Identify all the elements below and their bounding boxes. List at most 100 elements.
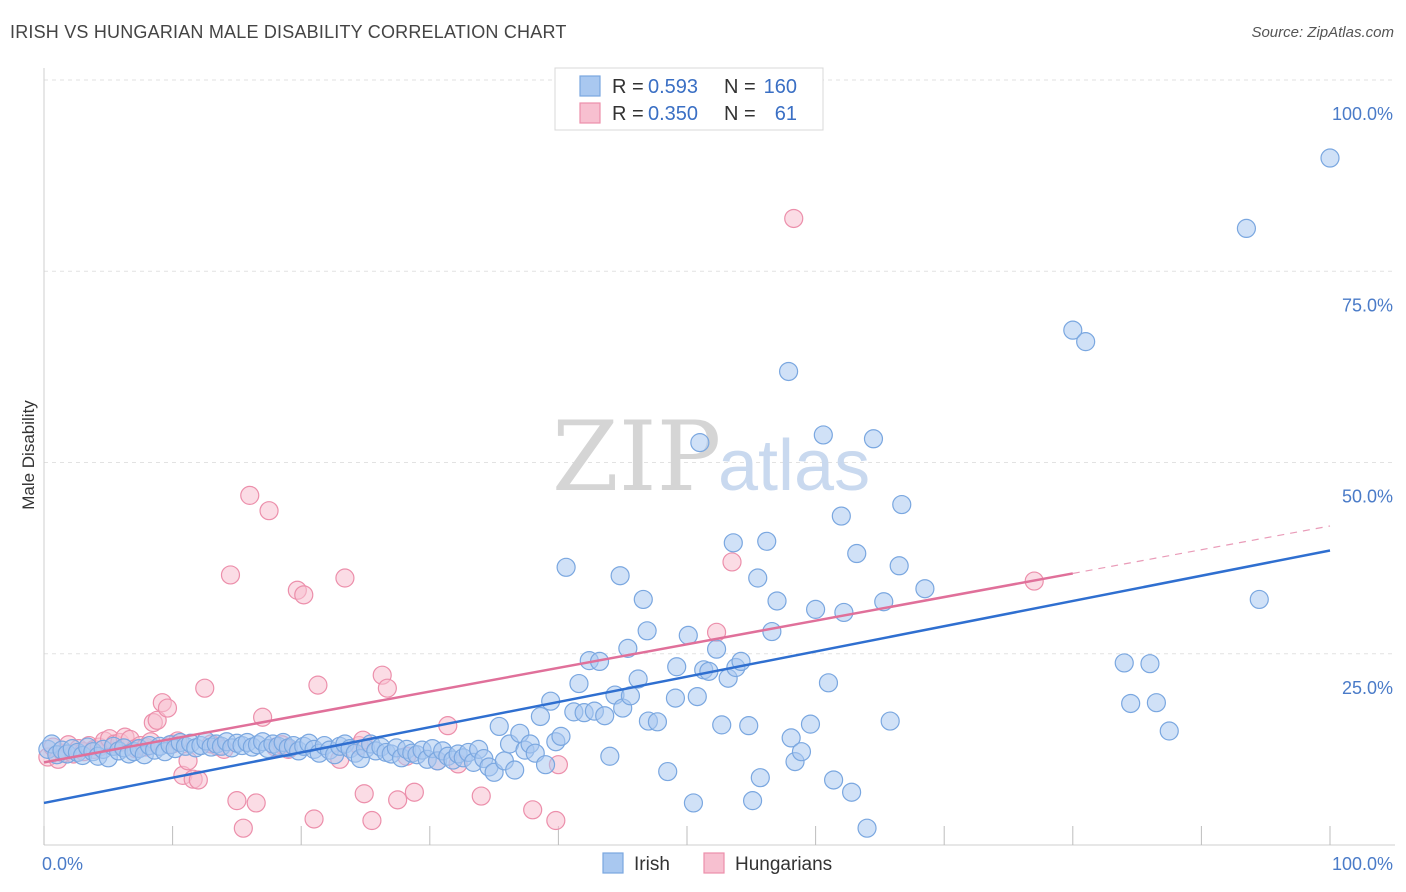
irish-point-119 [647, 712, 668, 732]
irish-point-129 [706, 639, 727, 659]
gridlines [44, 79, 1395, 655]
irish-point-115 [628, 669, 648, 689]
irish-point-113 [618, 638, 638, 658]
irish-point-158 [880, 711, 900, 731]
legend-irish-r-label: R = [612, 76, 644, 98]
irish-point-137 [748, 568, 768, 588]
irish-point-146 [800, 714, 821, 734]
irish-point-140 [762, 621, 782, 642]
irish-point-147 [805, 599, 826, 619]
legend-hungarians-r-value: 0.350 [648, 103, 698, 125]
hungarians-point-57 [388, 790, 408, 810]
irish-point-120 [658, 761, 678, 782]
y-tick-label-1: 50.0% [1342, 487, 1393, 507]
legend-hungarians-n-label: N = [724, 103, 756, 125]
irish-point-170 [1249, 589, 1269, 610]
irish-trend-line [43, 549, 1331, 805]
hungarians-point-31 [195, 678, 215, 698]
irish-point-169 [1236, 218, 1257, 239]
irish-point-124 [683, 793, 704, 813]
irish-point-164 [1114, 653, 1134, 673]
legend-box: R = 0.593 N = 160 R = 0.350 N = 61 [554, 67, 824, 131]
irish-point-168 [1159, 721, 1179, 741]
hungarians-point-50 [335, 568, 355, 588]
irish-point-167 [1146, 693, 1166, 713]
hungarians-point-37 [233, 818, 253, 838]
irish-point-148 [813, 425, 833, 445]
hungarians-point-54 [362, 810, 382, 831]
hungarians-point-36 [227, 791, 247, 811]
bottom-legend: Irish Hungarians [602, 852, 832, 875]
chart-title: IRISH VS HUNGARIAN MALE DISABILITY CORRE… [10, 22, 567, 42]
irish-point-151 [831, 506, 851, 526]
hungarians-point-64 [523, 800, 543, 820]
irish-point-155 [857, 818, 877, 838]
bottom-legend-irish-swatch [602, 852, 624, 874]
hungarians-point-48 [308, 675, 328, 695]
irish-point-153 [842, 782, 862, 802]
bottom-legend-hungarians-label: Hungarians [735, 854, 832, 875]
irish-point-136 [742, 791, 763, 811]
hungarians-point-39 [246, 793, 266, 813]
hungarians-point-35 [220, 565, 241, 585]
x-tick-label-0: 0.0% [42, 854, 83, 874]
hungarians-point-24 [157, 698, 178, 718]
hungarians-point-53 [354, 784, 374, 804]
y-tick-label-0: 25.0% [1342, 678, 1393, 698]
legend-irish-r-value: 0.593 [648, 76, 698, 98]
legend-irish-swatch [579, 75, 601, 97]
bottom-legend-irish-label: Irish [634, 854, 670, 875]
hungarians-point-56 [377, 678, 397, 698]
irish-point-126 [690, 433, 710, 453]
irish-point-165 [1121, 693, 1141, 714]
irish-point-156 [863, 429, 884, 449]
irish-point-116 [633, 589, 653, 610]
irish-point-122 [667, 657, 687, 677]
irish-point-171 [1320, 148, 1340, 168]
y-tick-label-3: 100.0% [1332, 104, 1393, 124]
irish-point-101 [556, 557, 576, 577]
tick-labels: 25.0% 50.0% 75.0% 100.0% 0.0% 100.0% [42, 104, 1393, 874]
hungarians-point-38 [240, 485, 260, 505]
hungarians-point-59 [404, 782, 424, 802]
irish-point-161 [915, 579, 935, 599]
trend-lines [43, 525, 1331, 805]
source-label: Source: ZipAtlas.com [1251, 24, 1394, 41]
irish-point-121 [665, 688, 686, 708]
irish-point-125 [687, 686, 707, 707]
irish-point-162 [1063, 320, 1083, 340]
legend-hungarians-r-label: R = [612, 103, 644, 125]
irish-point-96 [530, 706, 550, 727]
irish-point-97 [535, 755, 556, 775]
watermark: ZIP atlas [552, 401, 870, 513]
irish-point-152 [834, 602, 854, 623]
irish-point-117 [637, 621, 657, 641]
irish-point-154 [847, 543, 867, 564]
irish-point-103 [569, 673, 589, 694]
irish-point-130 [712, 715, 732, 735]
y-axis-label: Male Disability [19, 400, 38, 510]
watermark-zip: ZIP [552, 401, 721, 513]
irish-point-138 [750, 768, 770, 788]
irish-point-91 [505, 760, 525, 780]
hungarians-trend-line [43, 572, 1074, 764]
hungarians-point-65 [546, 810, 566, 831]
irish-point-159 [889, 556, 909, 576]
irish-point-139 [757, 531, 777, 551]
irish-point-100 [551, 726, 571, 746]
legend-hungarians-n-value: 61 [775, 103, 797, 125]
irish-point-142 [778, 361, 799, 382]
hungarians-trend-extension [1072, 525, 1331, 575]
irish-point-150 [824, 770, 844, 790]
irish-point-88 [489, 716, 509, 737]
legend-hungarians-swatch [579, 102, 601, 124]
hungarians-point-47 [304, 809, 324, 829]
hungarians-point-63 [471, 786, 491, 806]
irish-point-145 [791, 742, 812, 762]
irish-point-108 [595, 706, 615, 726]
irish-point-135 [739, 716, 759, 736]
irish-point-160 [892, 494, 912, 515]
bottom-legend-hungarians-swatch [703, 852, 725, 874]
y-tick-label-2: 75.0% [1342, 295, 1393, 315]
